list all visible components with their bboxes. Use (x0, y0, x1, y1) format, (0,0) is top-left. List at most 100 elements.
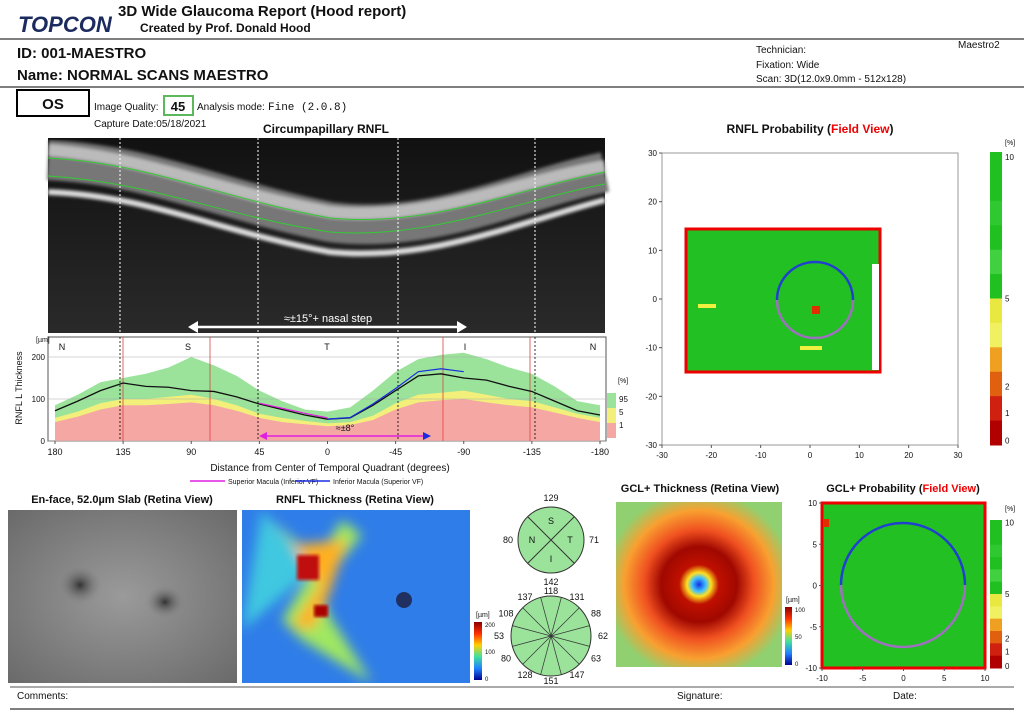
scale-cell (990, 225, 1002, 251)
scale-cell (990, 176, 1002, 202)
date: Date: (893, 691, 917, 702)
signature: Signature: (677, 691, 723, 702)
sector-letter: I (550, 554, 553, 564)
eye-box (16, 89, 90, 117)
macula-label: ≈±8° (336, 423, 355, 433)
sector-labels: S 129 T 71 I 142 N 80 118 131 88 62 63 147 151 128 80 53 1… (494, 493, 608, 686)
circle-upper (839, 521, 967, 586)
legend-label: Superior Macula (Inferior VF) (228, 479, 318, 486)
scale-unit: [%] (1005, 506, 1015, 513)
segmentation-line (47, 157, 606, 221)
x-tick-label: 0 (901, 674, 906, 683)
panel-title: En-face, 52.0µm Slab (Retina View) (31, 494, 213, 506)
clock-value: 88 (591, 609, 601, 619)
scale-label: 1 (1005, 409, 1010, 418)
scale-label: 2 (1005, 382, 1010, 391)
scale-label: 200 (485, 623, 496, 629)
y-tick-label: 100 (32, 395, 46, 404)
panel-title: RNFL Thickness (Retina View) (276, 494, 434, 506)
gcl-map (616, 502, 782, 667)
nasal-step-arrow (188, 321, 467, 333)
legend-label: Inferior Macula (Superior VF) (333, 479, 423, 486)
scale-label: 0 (485, 677, 489, 683)
clock-divider (550, 625, 590, 637)
circle-upper (775, 260, 855, 301)
clock-value: 53 (494, 631, 504, 641)
sector-letter: S (548, 516, 554, 526)
x-tick-label: -30 (656, 451, 668, 460)
y-axis-label: RNFL L Thickness (14, 351, 24, 425)
scale-unit: [µm] (476, 612, 490, 619)
panel-title: GCL+ Probability (Field View) (826, 483, 980, 495)
scale-cell (990, 606, 1002, 620)
x-tick-label: -135 (523, 447, 541, 457)
x-tick-label: -90 (457, 447, 470, 457)
sector-letter: N (529, 535, 536, 545)
x-tick-label: 0 (325, 447, 330, 457)
scale-cell (990, 371, 1002, 397)
scale-cell (990, 557, 1002, 570)
panel-title: GCL+ Thickness (Retina View) (621, 483, 780, 495)
scale-cell (990, 420, 1002, 446)
map-spot (823, 519, 829, 527)
clock-divider (522, 607, 552, 637)
scale-cell (990, 200, 1002, 226)
quality-box (163, 95, 194, 116)
macula-line (327, 368, 464, 420)
title-text: GCL+ Probability ( (826, 483, 923, 495)
enface-disc (58, 565, 102, 605)
eye: OS (42, 96, 64, 113)
clock-value: 131 (569, 592, 584, 602)
y-tick-label: 200 (32, 353, 46, 362)
scale-cell (990, 581, 1002, 595)
legend-label: 95 (619, 395, 628, 404)
sector-letter: T (567, 535, 573, 545)
arrow-head (423, 432, 431, 440)
section-title: Circumpapillary RNFL (263, 122, 389, 136)
scale-cell (990, 631, 1002, 644)
x-tick-label: -45 (389, 447, 402, 457)
y-tick-label: 0 (813, 582, 818, 591)
circle-lower (839, 584, 967, 649)
y-unit: [µm] (36, 337, 50, 344)
legend-swatch (607, 423, 616, 438)
x-tick-label: 10 (981, 674, 990, 683)
title-text: ) (889, 122, 893, 136)
profile-plot: 95 5 1 0 100 200 180 135 90 45 0 -45 -90 -135 -180 N S T I… (32, 337, 628, 486)
scale-cell (990, 322, 1002, 348)
analysis-mode-label: Analysis mode: (197, 102, 265, 113)
probability-map (820, 501, 987, 670)
title-highlight: Field View (831, 122, 890, 136)
y-tick-label: 0 (41, 437, 46, 446)
capture-date: Capture Date:05/18/2021 (94, 119, 207, 130)
y-tick-label: -20 (645, 392, 657, 401)
arrow-head (259, 432, 267, 440)
y-tick-label: 5 (813, 540, 818, 549)
probability-map (684, 227, 882, 374)
clock-divider (512, 635, 552, 647)
sector-value: 71 (589, 535, 599, 545)
oct-retina (46, 140, 610, 257)
title-text: RNFL Probability ( (727, 122, 831, 136)
scale-label: 100 (485, 650, 496, 656)
y-tick-label: 0 (653, 295, 658, 304)
fixation: Fixation: Wide (756, 60, 820, 71)
report-title: 3D Wide Glaucoma Report (Hood report) (118, 3, 406, 20)
circle-lower (775, 299, 855, 340)
legend-swatch (607, 393, 616, 408)
scale-cell (990, 569, 1002, 583)
scale-cell (990, 532, 1002, 546)
sector-value: 80 (503, 535, 513, 545)
divider (527, 516, 575, 564)
x-tick-label: 20 (904, 451, 913, 460)
scale-cell (990, 618, 1002, 632)
scale-unit: [%] (1005, 140, 1015, 147)
clock-divider (550, 607, 580, 637)
x-tick-label: -10 (755, 451, 767, 460)
scale-label: 10 (1005, 153, 1014, 162)
clock-divider (540, 635, 552, 675)
quadrant-label: T (324, 342, 330, 352)
clock-divider (540, 597, 552, 637)
legend-label: 5 (619, 408, 624, 417)
clock-value: 108 (498, 609, 513, 619)
